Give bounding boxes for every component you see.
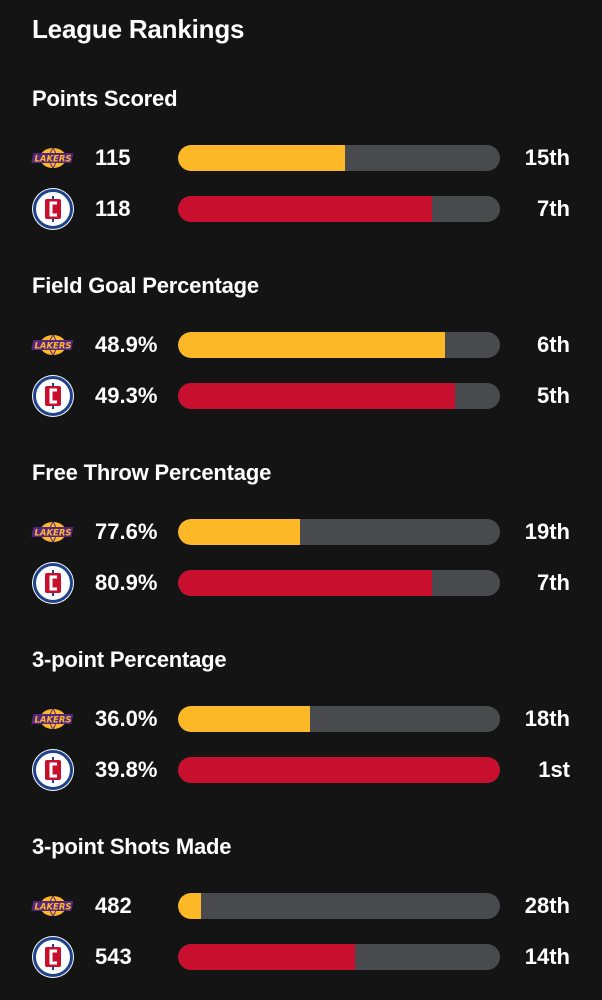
- clippers-bar-track: [178, 944, 500, 970]
- stat-title: Field Goal Percentage: [32, 273, 259, 298]
- lakers-value: 36.0%: [95, 706, 158, 731]
- lakers-bar-fill: [178, 332, 445, 358]
- lakers-value: 115: [95, 145, 131, 170]
- clippers-bar-track: [178, 757, 500, 783]
- clippers-bar-fill: [178, 757, 500, 783]
- clippers-bar-track: [178, 383, 500, 409]
- clippers-bar-track: [178, 570, 500, 596]
- lakers-bar-track: [178, 893, 500, 919]
- clippers-logo-icon: [32, 375, 74, 417]
- clippers-bar-fill: [178, 196, 432, 222]
- lakers-rank: 6th: [537, 332, 570, 357]
- lakers-logo-icon: LAKERS: [31, 708, 74, 730]
- lakers-bar-track: [178, 145, 500, 171]
- clippers-rank: 14th: [524, 944, 570, 969]
- clippers-row: 80.9% 7th: [0, 561, 602, 605]
- lakers-bar-track: [178, 519, 500, 545]
- lakers-wordmark: LAKERS: [34, 716, 71, 726]
- stat-title: 3-point Percentage: [32, 647, 227, 672]
- lakers-value: 77.6%: [95, 519, 158, 544]
- lakers-logo-icon: LAKERS: [31, 521, 74, 543]
- clippers-rank: 7th: [537, 196, 570, 221]
- lakers-row: LAKERS 115 15th: [0, 136, 602, 180]
- stat-title: Free Throw Percentage: [32, 460, 272, 485]
- lakers-bar-fill: [178, 893, 201, 919]
- clippers-row: 543 14th: [0, 935, 602, 979]
- clippers-row: 118 7th: [0, 187, 602, 231]
- lakers-rank: 15th: [524, 145, 570, 170]
- clippers-value: 39.8%: [95, 757, 158, 782]
- clippers-rank: 1st: [538, 757, 570, 782]
- clippers-rank: 5th: [537, 383, 570, 408]
- lakers-bar-fill: [178, 519, 300, 545]
- clippers-row: 49.3% 5th: [0, 374, 602, 418]
- stat-title: Points Scored: [32, 86, 178, 111]
- clippers-bar-fill: [178, 944, 355, 970]
- lakers-bar-fill: [178, 145, 345, 171]
- clippers-value: 543: [95, 944, 132, 969]
- lakers-row: LAKERS 482 28th: [0, 884, 602, 928]
- lakers-logo-icon: LAKERS: [31, 334, 74, 356]
- clippers-bar-track: [178, 196, 500, 222]
- clippers-value: 80.9%: [95, 570, 158, 595]
- clippers-logo-icon: [32, 936, 74, 978]
- clippers-bar-fill: [178, 383, 455, 409]
- clippers-bar-fill: [178, 570, 432, 596]
- clippers-rank: 7th: [537, 570, 570, 595]
- lakers-rank: 19th: [524, 519, 570, 544]
- lakers-row: LAKERS 48.9% 6th: [0, 323, 602, 367]
- clippers-logo-icon: [32, 749, 74, 791]
- clippers-logo-icon: [32, 562, 74, 604]
- lakers-logo-icon: LAKERS: [31, 895, 74, 917]
- lakers-bar-fill: [178, 706, 310, 732]
- lakers-value: 482: [95, 893, 132, 918]
- clippers-value: 118: [95, 196, 131, 221]
- lakers-rank: 18th: [524, 706, 570, 731]
- clippers-row: 39.8% 1st: [0, 748, 602, 792]
- clippers-value: 49.3%: [95, 383, 158, 408]
- lakers-row: LAKERS 77.6% 19th: [0, 510, 602, 554]
- lakers-wordmark: LAKERS: [34, 529, 71, 539]
- clippers-logo-icon: [32, 188, 74, 230]
- lakers-logo-icon: LAKERS: [31, 147, 74, 169]
- lakers-row: LAKERS 36.0% 18th: [0, 697, 602, 741]
- lakers-wordmark: LAKERS: [34, 155, 71, 165]
- lakers-wordmark: LAKERS: [34, 342, 71, 352]
- lakers-bar-track: [178, 332, 500, 358]
- lakers-wordmark: LAKERS: [34, 903, 71, 913]
- page-title: League Rankings: [32, 14, 245, 44]
- lakers-value: 48.9%: [95, 332, 158, 357]
- stat-title: 3-point Shots Made: [32, 834, 232, 859]
- lakers-rank: 28th: [524, 893, 570, 918]
- lakers-bar-track: [178, 706, 500, 732]
